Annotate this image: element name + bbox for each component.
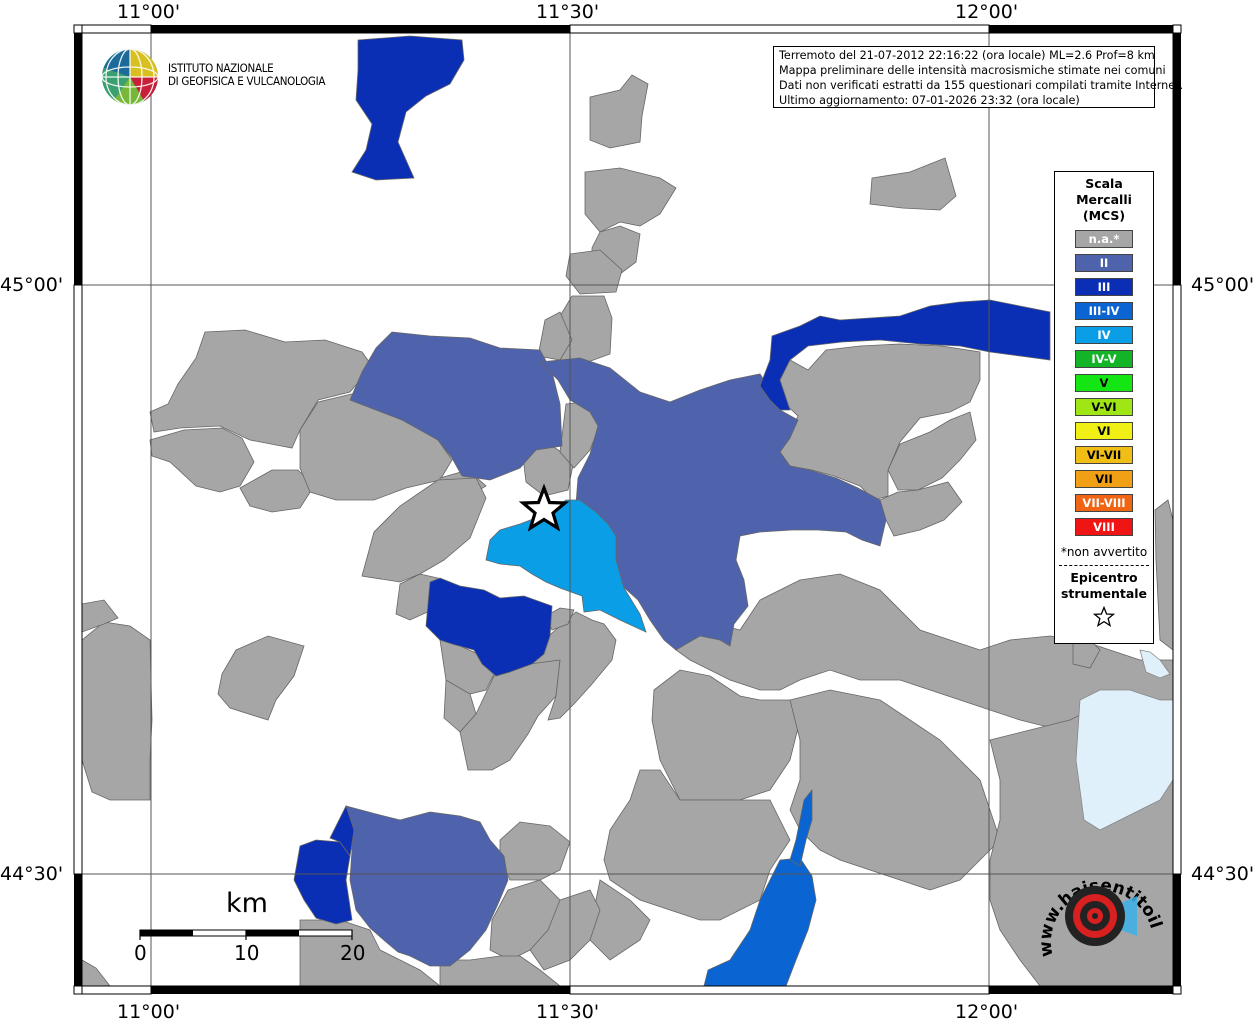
lat-label-right-1: 45°00' (1191, 274, 1255, 296)
hsit-logo-icon: www.haisentitoilterremoto.it (1024, 847, 1166, 958)
event-info-box: Terremoto del 21-07-2012 22:16:22 (ora l… (773, 46, 1184, 108)
event-info-line-3: Dati non verificati estratti da 155 ques… (779, 79, 1184, 92)
area-na-18 (887, 411, 977, 491)
scale-tick-0: 0 (134, 941, 147, 965)
area-ii-1 (349, 331, 563, 481)
logo-line-2: DI GEOFISICA E VULCANOLOGIA (168, 74, 326, 88)
legend-item-ii: II (1075, 254, 1133, 272)
legend-item-vii-viii: VII-VIII (1075, 494, 1133, 512)
lagoon-2 (1139, 649, 1171, 679)
area-iii-iv-1 (703, 857, 817, 986)
hsit-watermark: www.haisentitoilterremoto.it (1024, 847, 1173, 978)
legend-title-line-3: (MCS) (1082, 208, 1126, 223)
area-na-13 (361, 477, 487, 583)
scale-unit-label: km (226, 888, 268, 919)
area-iii-2 (759, 299, 1051, 411)
legend-item-vii: VII (1075, 470, 1133, 488)
legend-title-line-1: Scala (1085, 176, 1123, 191)
area-iii-3 (425, 577, 553, 677)
scale-bar: km 0 10 20 (130, 888, 370, 968)
lat-label-left-2: 44°30' (0, 863, 64, 885)
legend-star-icon (1055, 605, 1153, 631)
legend-item-vi-vii: VI-VII (1075, 446, 1133, 464)
event-info-line-2: Mappa preliminare delle intensità macros… (779, 64, 1166, 77)
area-na-4 (565, 249, 623, 295)
area-iii-5 (329, 804, 355, 858)
area-na-30 (789, 689, 1001, 891)
area-na-10 (239, 469, 315, 513)
iii-iv-municipalities (703, 788, 817, 986)
iii-municipalities (293, 35, 1051, 925)
scale-tick-20: 20 (340, 941, 366, 965)
area-na-26 (82, 621, 153, 801)
legend-title-line-2: Mercalli (1076, 192, 1132, 207)
legend-item-v-vi: V-VI (1075, 398, 1133, 416)
area-na-40 (1154, 499, 1173, 651)
lat-label-left-1: 45°00' (0, 274, 64, 296)
area-na-41 (82, 959, 111, 986)
lagoon-1 (1075, 689, 1173, 831)
lon-label-bottom-2: 11°30' (536, 1001, 600, 1023)
area-iii-1 (351, 35, 465, 181)
lon-label-top-3: 12°00' (955, 1, 1019, 23)
map-frame (73, 24, 1182, 995)
logo-line-1: ISTITUTO NAZIONALE (168, 61, 274, 75)
area-iii-4 (293, 839, 353, 925)
legend-note: *non avvertito (1060, 545, 1148, 559)
ingv-logo: ISTITUTO NAZIONALE DI GEOFISICA E VULCAN… (100, 46, 325, 110)
lat-label-right-2: 44°30' (1191, 863, 1255, 885)
area-na-27 (82, 599, 119, 633)
epicenter-star-icon (518, 483, 570, 532)
legend-title: Scala Mercalli (MCS) (1055, 176, 1153, 224)
lon-label-bottom-1: 11°00' (117, 1001, 181, 1023)
ingv-logo-text: ISTITUTO NAZIONALE DI GEOFISICA E VULCAN… (168, 62, 325, 88)
ii-municipalities (345, 331, 887, 967)
area-na-36 (499, 821, 571, 881)
legend-item-iv: IV (1075, 326, 1133, 344)
legend-item-v: V (1075, 374, 1133, 392)
mercalli-legend: Scala Mercalli (MCS) n.a.* II III III-IV… (1054, 171, 1154, 644)
area-na-19 (879, 481, 963, 537)
legend-item-iii: III (1075, 278, 1133, 296)
area-na-7 (869, 157, 957, 211)
area-na-24 (545, 607, 575, 631)
area-na-8 (149, 329, 373, 449)
area-iii-iv-2 (789, 788, 813, 867)
lon-label-top-1: 11°00' (117, 1, 181, 23)
globe-logo-icon (101, 48, 159, 106)
lon-label-top-2: 11°30' (536, 1, 600, 23)
legend-item-viii: VIII (1075, 518, 1133, 536)
event-info-line-1: Terremoto del 21-07-2012 22:16:22 (ora l… (779, 49, 1155, 62)
event-info-line-4: Ultimo aggiornamento: 07-01-2026 23:32 (… (779, 94, 1080, 107)
legend-item-na: n.a.* (1075, 230, 1133, 248)
area-na-29 (651, 669, 801, 801)
area-na-25 (217, 635, 305, 721)
legend-epicenter-line-1: Epicentro (1070, 570, 1138, 585)
area-na-9 (149, 427, 255, 493)
graticule (82, 33, 1173, 986)
area-ii-3 (345, 805, 509, 967)
legend-epicenter-line-2: strumentale (1060, 586, 1148, 601)
lon-label-bottom-3: 12°00' (955, 1001, 1019, 1023)
area-na-35 (489, 879, 561, 961)
scale-tick-10: 10 (234, 941, 260, 965)
water-bodies (1075, 649, 1173, 831)
area-na-38 (439, 955, 561, 986)
area-na-1 (589, 74, 649, 149)
scale-bar-graphic (139, 929, 353, 940)
legend-item-vi: VI (1075, 422, 1133, 440)
legend-item-iv-v: IV-V (1075, 350, 1133, 368)
legend-item-iii-iv: III-IV (1075, 302, 1133, 320)
legend-epicenter-label: Epicentro strumentale (1055, 570, 1153, 602)
legend-separator (1059, 565, 1149, 566)
area-na-2 (584, 167, 677, 233)
